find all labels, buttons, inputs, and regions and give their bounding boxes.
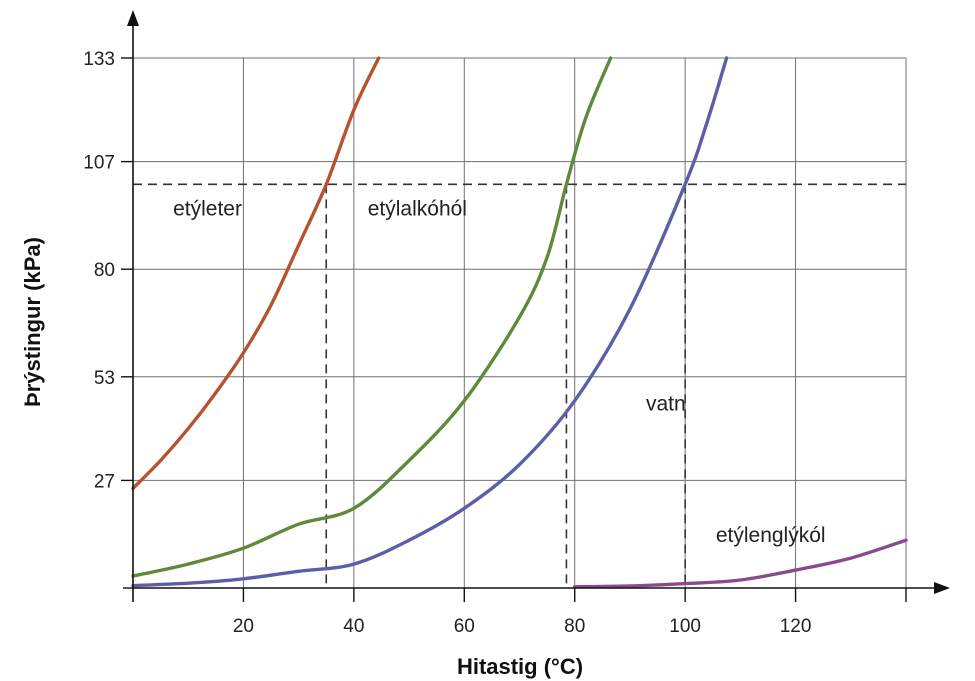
series-labels: etýleter etýlalkóhól vatn etýlenglýkól — [173, 197, 825, 547]
tick-labels: 20 40 60 80 100 120 27 53 80 107 133 — [83, 49, 811, 637]
series-label: etýlenglýkól — [716, 524, 826, 547]
y-tick-label: 133 — [83, 49, 115, 70]
series-label: vatn — [646, 393, 686, 416]
x-axis-arrow — [934, 582, 950, 594]
series-line — [573, 538, 908, 589]
series-line — [131, 56, 381, 491]
series-label: etýleter — [173, 197, 242, 220]
x-tick-label: 80 — [564, 616, 585, 637]
x-tick-label: 40 — [343, 616, 364, 637]
y-axis-arrow — [127, 10, 139, 26]
y-tick-label: 80 — [94, 260, 115, 281]
y-tick-label: 27 — [94, 471, 115, 492]
reference-lines — [133, 183, 906, 588]
y-tick-label: 53 — [94, 368, 115, 389]
grid — [133, 57, 907, 588]
x-tick-label: 100 — [669, 616, 701, 637]
series-line — [131, 56, 613, 578]
x-tick-label: 60 — [454, 616, 475, 637]
y-axis-title: Þrýstingur (kPa) — [20, 237, 45, 407]
series-group — [131, 56, 908, 589]
x-tick-label: 20 — [233, 616, 254, 637]
x-tick-label: 120 — [780, 616, 812, 637]
x-axis-title: Hitastig (°C) — [457, 654, 583, 679]
axes — [121, 10, 950, 602]
y-tick-label: 107 — [83, 153, 115, 174]
series-label: etýlalkóhól — [368, 197, 467, 220]
series-line — [131, 56, 729, 588]
